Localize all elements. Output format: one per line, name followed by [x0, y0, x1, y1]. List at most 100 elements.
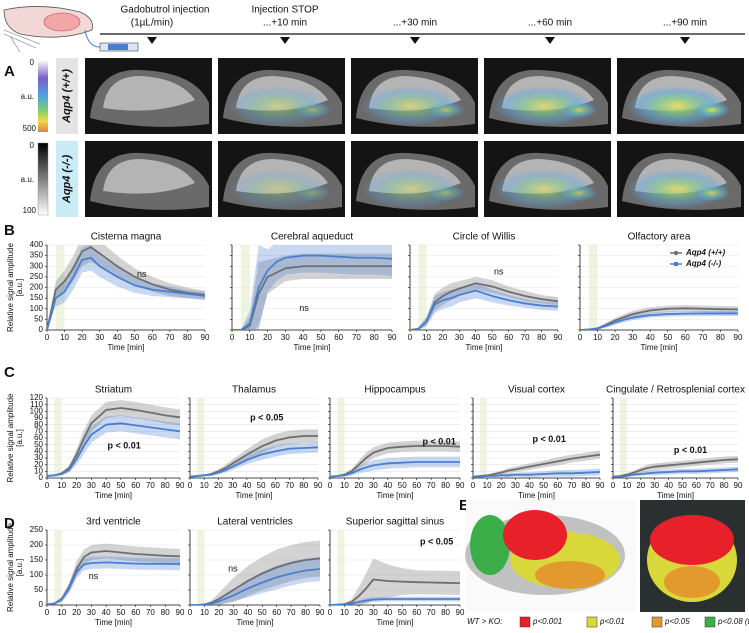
x-tick-label: 40 — [664, 481, 673, 490]
x-axis-label: Time [min] — [518, 491, 555, 500]
y-axis-label: [a.u.] — [15, 559, 24, 577]
contrast-glow — [295, 102, 331, 118]
x-axis-label: Time [min] — [95, 618, 132, 627]
series-line — [232, 265, 392, 330]
y-axis-label: Relative signal amplitude — [6, 522, 15, 611]
y-tick-label: 150 — [30, 555, 44, 564]
error-band — [47, 543, 180, 605]
legend-swatch — [586, 616, 598, 628]
error-band — [190, 429, 318, 478]
error-band — [580, 305, 738, 330]
x-tick-label: 40 — [113, 333, 122, 342]
x-tick-label: 10 — [57, 481, 66, 490]
error-band — [190, 540, 320, 605]
x-tick-label: 40 — [383, 481, 392, 490]
x-tick-label: 70 — [427, 481, 436, 490]
series-line — [330, 461, 460, 478]
x-tick-label: 30 — [87, 481, 96, 490]
timeline-label: ...+30 min — [393, 18, 437, 29]
x-tick-label: 20 — [78, 333, 87, 342]
x-tick-label: 90 — [176, 481, 185, 490]
x-tick-label: 0 — [45, 481, 50, 490]
x-tick-label: 40 — [102, 608, 111, 617]
x-axis-label: Time [min] — [293, 343, 330, 352]
colorbar-max: 100 — [23, 206, 37, 215]
chart-title: Cingulate / Retrosplenial cortex — [606, 385, 745, 396]
x-axis-label: Time [min] — [376, 618, 413, 627]
series-line — [613, 458, 738, 478]
x-tick-label: 10 — [593, 333, 602, 342]
x-tick-label: 30 — [87, 608, 96, 617]
legend-label: Aqp4 (-/-) — [685, 259, 721, 268]
x-tick-label: 0 — [188, 481, 193, 490]
chart: 0 10 20 30 40 50 60 70 80 90 Superior sagittal sin… — [328, 517, 465, 627]
timeline-arrow — [680, 37, 690, 44]
error-band — [47, 245, 205, 330]
chart-title: Thalamus — [232, 385, 276, 396]
x-tick-label: 40 — [102, 481, 111, 490]
y-tick-label: 110 — [30, 400, 43, 409]
x-axis-label: Time [min] — [465, 343, 502, 352]
series-line — [410, 289, 558, 330]
x-tick-label: 80 — [537, 333, 546, 342]
error-band — [47, 400, 180, 477]
colorbar-min: 0 — [30, 141, 35, 150]
atlas-region — [470, 515, 510, 575]
x-tick-label: 0 — [611, 481, 616, 490]
error-band — [232, 253, 392, 330]
x-tick-label: 30 — [369, 608, 378, 617]
x-tick-label: 60 — [412, 608, 421, 617]
chart-title: Hippocampus — [364, 385, 425, 396]
x-tick-label: 60 — [334, 333, 343, 342]
x-tick-label: 20 — [214, 481, 223, 490]
chart: 0 10 20 30 40 50 60 70 80 90 Cingulate / Retrosple… — [606, 385, 745, 500]
legend-swatch — [519, 616, 531, 628]
atlas-region — [503, 510, 567, 560]
colorbar-unit: a.u. — [21, 92, 34, 101]
colorbar-min: 0 — [30, 58, 35, 67]
x-tick-label: 30 — [511, 481, 520, 490]
x-tick-label: 50 — [257, 481, 266, 490]
y-tick-label: 150 — [30, 293, 44, 302]
x-tick-label: 50 — [316, 333, 325, 342]
x-tick-label: 30 — [281, 333, 290, 342]
x-tick-label: 0 — [408, 333, 413, 342]
x-tick-label: 30 — [650, 481, 659, 490]
x-tick-label: 40 — [299, 333, 308, 342]
chart: 0 10 20 30 40 50 60 70 80 90 Lateral ventricles Tim… — [188, 517, 325, 627]
chart-title: Striatum — [95, 385, 132, 396]
x-tick-label: 0 — [45, 608, 50, 617]
chart-title: Lateral ventricles — [217, 517, 293, 528]
contrast-glow — [694, 185, 730, 201]
x-tick-label: 70 — [146, 481, 155, 490]
series-line — [190, 568, 320, 605]
x-tick-label: 50 — [116, 608, 125, 617]
error-band — [410, 283, 558, 330]
y-tick-label: 40 — [34, 446, 43, 455]
legend-swatch — [704, 616, 716, 628]
atlas-region — [535, 561, 605, 589]
error-band — [330, 440, 460, 478]
chart-title: Cisterna magna — [91, 232, 162, 243]
y-tick-label: 100 — [30, 406, 44, 415]
x-tick-label: 10 — [422, 333, 431, 342]
contrast-glow — [561, 102, 597, 118]
x-tick-label: 0 — [578, 333, 583, 342]
y-tick-label: 200 — [30, 540, 44, 549]
colorbar-unit: a.u. — [21, 175, 34, 184]
contrast-glow — [428, 185, 464, 201]
x-tick-label: 40 — [242, 481, 251, 490]
x-tick-label: 20 — [354, 481, 363, 490]
x-tick-label: 30 — [228, 481, 237, 490]
series-line — [330, 598, 460, 605]
x-tick-label: 40 — [471, 333, 480, 342]
x-tick-label: 10 — [200, 608, 209, 617]
mri-brain — [103, 159, 195, 194]
x-tick-label: 70 — [352, 333, 361, 342]
series-line — [613, 468, 738, 478]
x-tick-label: 80 — [161, 608, 170, 617]
x-tick-label: 50 — [116, 481, 125, 490]
x-tick-label: 10 — [483, 481, 492, 490]
